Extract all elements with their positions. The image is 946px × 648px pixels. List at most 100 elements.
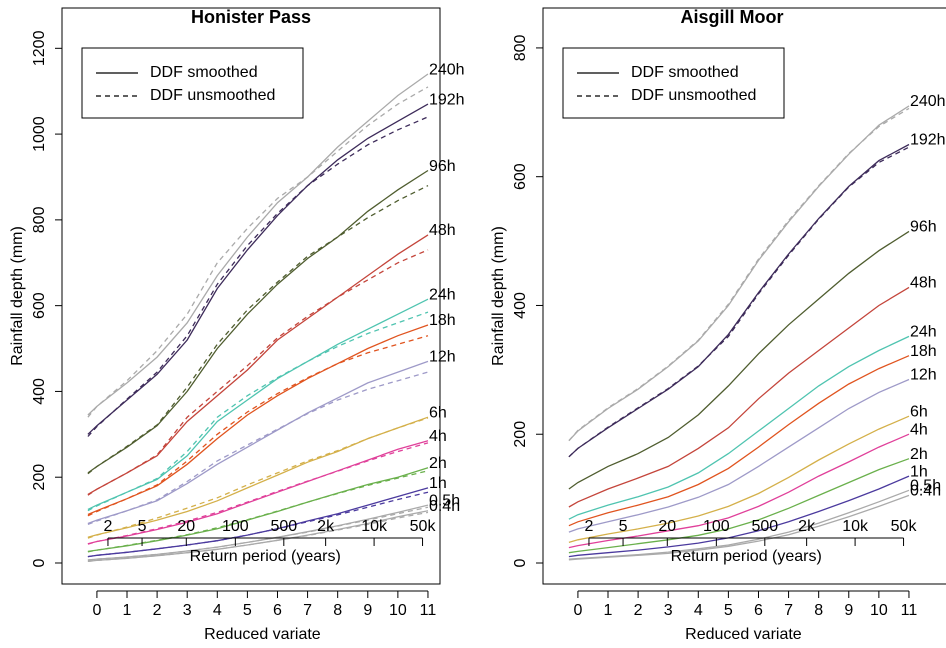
- rp-tick-label: 20: [658, 518, 676, 535]
- y-tick-label: 0: [512, 558, 529, 567]
- x-axis-label: Reduced variate: [204, 626, 321, 643]
- rp-tick-label: 2: [585, 518, 594, 535]
- smoothed-line: [87, 103, 429, 435]
- rp-tick-label: 2k: [317, 518, 335, 535]
- unsmoothed-line: [568, 107, 910, 442]
- smoothed-line: [568, 494, 910, 561]
- rp-tick-label: 20: [177, 518, 195, 535]
- smoothed-line: [87, 504, 429, 561]
- smoothed-line: [568, 230, 910, 490]
- x-tick-label: 0: [573, 602, 582, 619]
- y-tick-label: 800: [512, 34, 529, 61]
- x-tick-label: 9: [363, 602, 372, 619]
- x-tick-label: 10: [389, 602, 407, 619]
- series-end-label: 48h: [429, 222, 456, 239]
- x-tick-label: 1: [123, 602, 132, 619]
- x-tick-label: 8: [814, 602, 823, 619]
- series-end-label: 4h: [429, 428, 447, 445]
- unsmoothed-line: [87, 371, 429, 526]
- smoothed-line: [568, 433, 910, 549]
- series-end-label: 0.5h: [910, 477, 941, 494]
- unsmoothed-line: [87, 311, 429, 512]
- y-tick-label: 400: [31, 378, 48, 405]
- x-tick-label: 1: [604, 602, 613, 619]
- rp-tick-label: 10k: [361, 518, 388, 535]
- smoothed-line: [87, 467, 429, 553]
- smoothed-line: [87, 416, 429, 538]
- series-end-label: 18h: [429, 312, 456, 329]
- chart-title: Honister Pass: [191, 7, 311, 27]
- smoothed-line: [568, 335, 910, 520]
- series-end-label: 2h: [910, 446, 928, 463]
- series-end-label: 1h: [429, 475, 447, 492]
- smoothed-line: [87, 324, 429, 516]
- smoothed-line: [568, 378, 910, 533]
- x-tick-label: 3: [183, 602, 192, 619]
- legend-label: DDF unsmoothed: [631, 87, 756, 104]
- series-end-label: 12h: [429, 349, 456, 366]
- series-end-label: 96h: [429, 158, 456, 175]
- series-end-label: 24h: [429, 286, 456, 303]
- series-end-label: 12h: [910, 367, 937, 384]
- smoothed-line: [87, 440, 429, 545]
- x-tick-label: 3: [664, 602, 673, 619]
- series-end-label: 1h: [910, 463, 928, 480]
- series-end-label: 240h: [910, 93, 946, 110]
- smoothed-line: [568, 286, 910, 508]
- rp-axis-label: Return period (years): [671, 548, 822, 565]
- smoothed-line: [87, 487, 429, 558]
- series-end-label: 240h: [429, 61, 465, 78]
- series-end-label: 2h: [429, 455, 447, 472]
- series-end-label: 192h: [429, 91, 465, 108]
- x-tick-label: 5: [724, 602, 733, 619]
- x-tick-label: 9: [844, 602, 853, 619]
- legend-box: [81, 47, 304, 119]
- smoothed-line: [87, 360, 429, 525]
- x-tick-label: 6: [273, 602, 282, 619]
- smoothed-line: [87, 169, 429, 474]
- y-axis-label: Rainfall depth (mm): [9, 226, 26, 366]
- x-tick-label: 7: [784, 602, 793, 619]
- y-tick-label: 400: [512, 292, 529, 319]
- x-tick-label: 6: [754, 602, 763, 619]
- rp-tick-label: 2: [104, 518, 113, 535]
- rp-tick-label: 100: [222, 518, 249, 535]
- y-tick-label: 600: [512, 163, 529, 190]
- unsmoothed-line: [87, 116, 429, 437]
- series-end-label: 0.4h: [429, 498, 460, 515]
- rp-tick-label: 500: [270, 518, 297, 535]
- rp-tick-label: 500: [751, 518, 778, 535]
- smoothed-line: [568, 415, 910, 544]
- y-tick-label: 1000: [31, 116, 48, 152]
- rp-tick-label: 50k: [891, 518, 918, 535]
- rp-axis-label: Return period (years): [190, 548, 341, 565]
- series-end-label: 0.5h: [429, 492, 460, 509]
- series-end-label: 6h: [429, 404, 447, 421]
- series-end-label: 48h: [910, 275, 937, 292]
- y-tick-label: 800: [31, 206, 48, 233]
- smoothed-line: [87, 298, 429, 510]
- series-end-label: 24h: [910, 324, 937, 341]
- x-axis-label: Reduced variate: [685, 626, 802, 643]
- x-tick-label: 2: [634, 602, 643, 619]
- rp-tick-label: 50k: [410, 518, 437, 535]
- series-end-label: 96h: [910, 219, 937, 236]
- y-tick-label: 1200: [31, 30, 48, 66]
- series-end-label: 192h: [910, 132, 946, 149]
- x-tick-label: 0: [92, 602, 101, 619]
- rp-tick-label: 5: [138, 518, 147, 535]
- series-end-label: 6h: [910, 403, 928, 420]
- x-tick-label: 4: [694, 602, 703, 619]
- unsmoothed-line: [568, 146, 910, 458]
- y-tick-label: 0: [31, 558, 48, 567]
- y-axis-label: Rainfall depth (mm): [490, 226, 507, 366]
- unsmoothed-line: [87, 185, 429, 475]
- smoothed-line: [87, 73, 429, 416]
- unsmoothed-line: [87, 86, 429, 418]
- x-tick-label: 11: [420, 602, 437, 619]
- smoothed-line: [568, 143, 910, 458]
- unsmoothed-line: [87, 335, 429, 517]
- plot-frame: [61, 7, 441, 585]
